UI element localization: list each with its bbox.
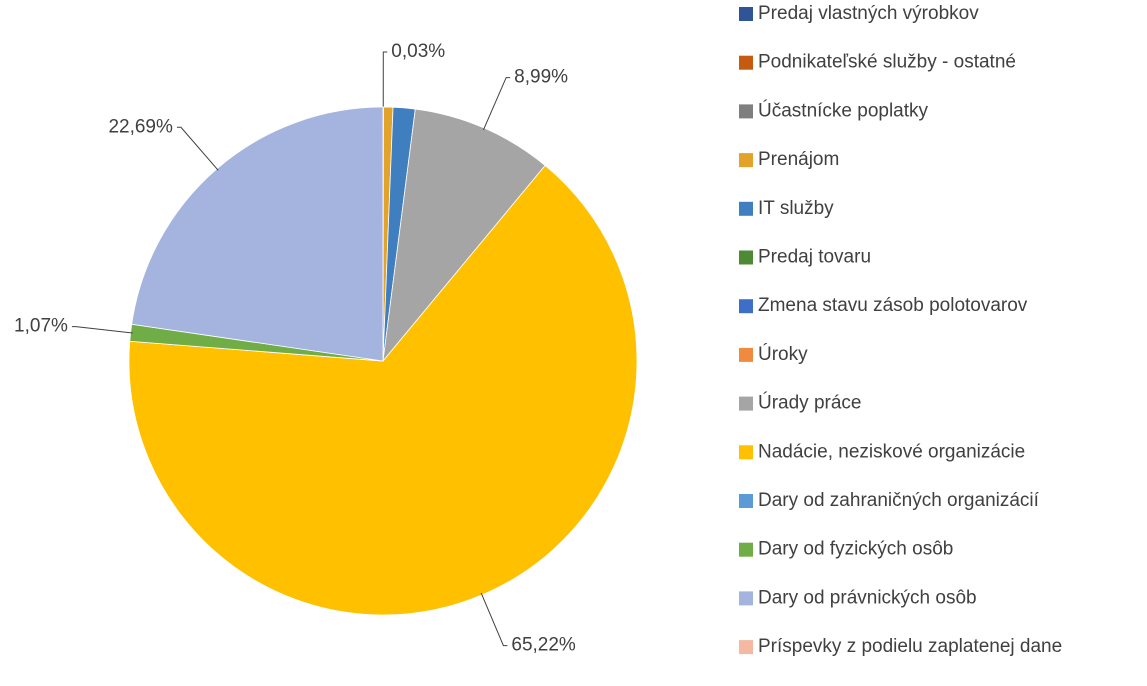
legend-label: Úroky xyxy=(758,343,808,365)
legend-label: Nadácie, neziskové organizácie xyxy=(758,441,1025,462)
legend-swatch xyxy=(739,640,753,655)
legend-label: Príspevky z podielu zaplatenej dane xyxy=(758,636,1062,657)
legend-label: IT služby xyxy=(758,198,834,219)
legend-label: Predaj vlastných výrobkov xyxy=(758,3,979,24)
legend-label: Predaj tovaru xyxy=(758,247,871,268)
pie-slice xyxy=(131,106,384,362)
legend-label: Účastnícke poplatky xyxy=(758,99,929,121)
legend-swatch xyxy=(739,445,753,460)
legend-swatch xyxy=(739,396,753,411)
data-label: 22,69% xyxy=(108,116,173,137)
legend-label: Dary od právnických osôb xyxy=(758,587,977,608)
leader-line xyxy=(71,326,133,334)
legend-swatch xyxy=(739,299,753,314)
data-label: 65,22% xyxy=(511,635,576,656)
legend-swatch xyxy=(739,104,753,119)
data-label: 8,99% xyxy=(514,67,568,88)
legend-swatch xyxy=(739,201,753,216)
data-label: 1,07% xyxy=(14,316,68,337)
legend-swatch xyxy=(739,7,753,21)
legend-swatch xyxy=(739,494,753,508)
legend-swatch xyxy=(739,250,753,265)
legend-label: Dotácie xyxy=(758,685,822,686)
leader-line xyxy=(482,77,511,131)
legend-swatch xyxy=(739,153,753,168)
data-label: 0,03% xyxy=(391,41,445,62)
legend-swatch xyxy=(739,542,753,557)
legend-swatch xyxy=(739,55,753,70)
legend-label: Úrady práce xyxy=(758,392,862,414)
legend-label: Prenájom xyxy=(758,149,839,170)
leader-line xyxy=(382,51,388,110)
legend-label: Zmena stavu zásob polotovarov xyxy=(758,295,1028,316)
leader-line xyxy=(480,592,508,647)
legend-label: Dary od fyzických osôb xyxy=(758,539,953,560)
legend-swatch xyxy=(739,591,753,606)
legend-swatch xyxy=(739,347,753,362)
leader-line xyxy=(176,126,219,171)
legend-label: Podnikateľské služby - ostatné xyxy=(758,52,1016,73)
legend-label: Dary od zahraničných organizácií xyxy=(758,490,1040,511)
